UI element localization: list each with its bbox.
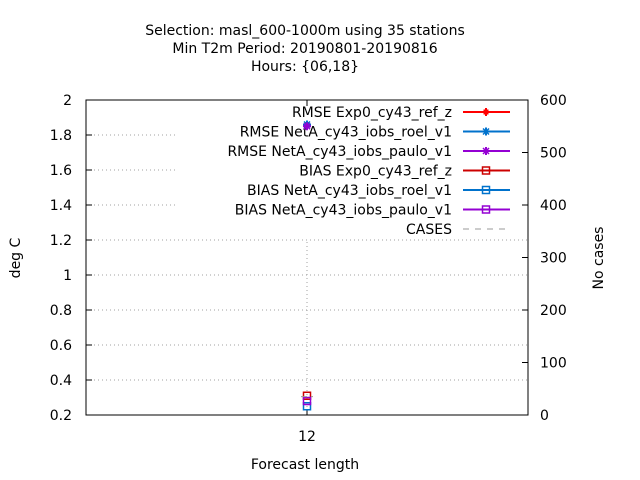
legend-swatch-marker	[482, 108, 490, 116]
y2-tick-label: 300	[540, 251, 567, 267]
legend-label: RMSE NetA_cy43_iobs_roel_v1	[240, 125, 452, 141]
legend-label: BIAS Exp0_cy43_ref_z	[299, 164, 452, 180]
y2-tick-label: 100	[540, 356, 567, 372]
data-point	[302, 391, 312, 400]
title-line-1: Selection: masl_600-1000m using 35 stati…	[145, 23, 465, 39]
legend-swatch-marker	[481, 185, 491, 195]
title-line-3: Hours: {06,18}	[251, 59, 359, 75]
y-tick-label: 1.4	[50, 198, 72, 214]
marker-center	[483, 109, 489, 115]
x-tick-label: 12	[298, 429, 316, 445]
x-axis-ticks: 12	[298, 100, 316, 445]
legend-entry: BIAS Exp0_cy43_ref_z	[299, 164, 510, 180]
legend-entry: RMSE NetA_cy43_iobs_roel_v1	[240, 125, 510, 141]
y-tick-label: 2	[63, 93, 72, 109]
legend-label: RMSE NetA_cy43_iobs_paulo_v1	[227, 144, 452, 160]
legend-label: RMSE Exp0_cy43_ref_z	[292, 105, 452, 121]
y-tick-label: 0.8	[50, 303, 72, 319]
legend-swatch-marker	[481, 205, 491, 214]
title-line-2: Min T2m Period: 20190801-20190816	[172, 41, 437, 57]
y-tick-label: 1.2	[50, 233, 72, 249]
y2-tick-label: 500	[540, 146, 567, 162]
y2-tick-label: 600	[540, 93, 567, 109]
y2-axis-label: No cases	[591, 227, 607, 290]
data-point	[303, 122, 311, 131]
marker-stroke	[482, 127, 490, 136]
legend-entry: RMSE NetA_cy43_iobs_paulo_v1	[227, 144, 510, 160]
data-marks	[301, 120, 313, 411]
legend-label: BIAS NetA_cy43_iobs_paulo_v1	[235, 203, 452, 219]
legend-label: BIAS NetA_cy43_iobs_roel_v1	[247, 183, 452, 199]
y-tick-label: 1.6	[50, 163, 72, 179]
grid-lines	[86, 134, 528, 415]
x-axis-label: Forecast length	[251, 457, 359, 473]
marker-stroke	[482, 147, 490, 155]
y-tick-label: 1.8	[50, 128, 72, 144]
y-axis-ticks: 0.2 0.4 0.6 0.8 1 1.2 1.4 1.6 1.8 2	[50, 93, 92, 424]
y2-tick-label: 400	[540, 198, 567, 214]
legend-swatch-marker	[481, 166, 491, 175]
legend-entry: RMSE Exp0_cy43_ref_z	[292, 105, 510, 121]
legend-entry: BIAS NetA_cy43_iobs_roel_v1	[247, 183, 510, 199]
legend-entry: BIAS NetA_cy43_iobs_paulo_v1	[235, 203, 510, 219]
legend-label: CASES	[406, 222, 452, 238]
legend-swatch-marker	[482, 147, 490, 155]
legend: RMSE Exp0_cy43_ref_z RMSE NetA_cy43_iobs_…	[227, 105, 510, 238]
marker-stroke	[303, 122, 311, 130]
y2-tick-label: 200	[540, 303, 567, 319]
y-axis-label: deg C	[8, 237, 24, 278]
y2-tick-label: 0	[540, 408, 549, 424]
y2-axis-ticks: 0 100 200 300 400 500 600	[522, 93, 567, 424]
y-tick-label: 1	[63, 268, 72, 284]
chart-title: Selection: masl_600-1000m using 35 stati…	[145, 23, 465, 75]
data-point	[302, 402, 312, 411]
y-tick-label: 0.6	[50, 338, 72, 354]
y-tick-label: 0.2	[50, 408, 72, 424]
legend-swatch-marker	[482, 127, 490, 136]
y-tick-label: 0.4	[50, 373, 72, 389]
legend-entry: CASES	[406, 222, 510, 238]
data-point	[302, 396, 312, 406]
